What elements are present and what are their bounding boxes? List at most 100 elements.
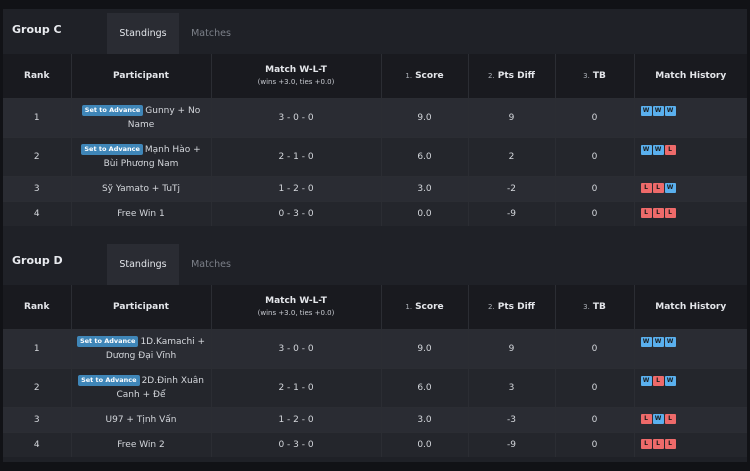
history-loss-chip[interactable]: L	[640, 182, 652, 193]
participant-name[interactable]: Mạnh Hào + Bùi Phương Nam	[103, 144, 201, 169]
participant-name[interactable]: 1D.Kamachi + Dương Đại Vĩnh	[105, 336, 206, 361]
history-win-chip[interactable]: W	[664, 105, 676, 116]
history-win-chip[interactable]: W	[640, 336, 652, 347]
history-loss-chip[interactable]: L	[652, 182, 664, 193]
score-cell: 9.0	[381, 328, 469, 368]
header-rank-label: Rank	[24, 301, 50, 312]
history-loss-chip[interactable]: L	[640, 207, 652, 218]
group-spacer	[3, 229, 747, 240]
history-loss-chip[interactable]: L	[664, 207, 676, 218]
participant-wrap: Sỹ Yamato + TuTj	[102, 182, 180, 196]
advance-badge: Set to Advance	[81, 143, 143, 155]
rank-cell: 1	[3, 328, 72, 368]
wlt-cell: 1 - 2 - 0	[211, 406, 382, 432]
header-participant-label: Participant	[113, 301, 169, 312]
pts-diff-cell: -3	[468, 406, 556, 432]
tab-matches[interactable]: Matches	[191, 259, 231, 270]
header-history-label: Match History	[655, 70, 727, 81]
history-win-chip[interactable]: W	[664, 375, 676, 386]
tb-cell: 0	[555, 175, 635, 201]
header-match-history[interactable]: Match History	[634, 285, 747, 329]
header-score[interactable]: 1. Score	[381, 285, 469, 329]
header-rank[interactable]: Rank	[3, 285, 72, 329]
header-tb[interactable]: 3. TB	[555, 285, 635, 329]
score-cell: 3.0	[381, 175, 469, 201]
wlt-cell: 1 - 2 - 0	[211, 175, 382, 201]
header-match-wlt[interactable]: Match W-L-T (wins +3.0, ties +0.0)	[211, 285, 382, 329]
rank-cell: 2	[3, 136, 72, 176]
score-cell: 9.0	[381, 97, 469, 137]
group-title: Group C	[12, 23, 62, 36]
score-cell: 3.0	[381, 406, 469, 432]
history-loss-chip[interactable]: L	[640, 413, 652, 424]
history-win-chip[interactable]: W	[652, 413, 664, 424]
history-win-chip[interactable]: W	[640, 144, 652, 155]
standings-table: Rank Participant Match W-L-T (wins +3.0, ti…	[3, 54, 747, 226]
history-loss-chip[interactable]: L	[652, 438, 664, 449]
group-header: Group C Standings Matches	[3, 9, 747, 54]
participant-name[interactable]: 2D.Đinh Xuân Canh + Để	[116, 375, 204, 400]
tab-standings[interactable]: Standings	[107, 13, 179, 54]
tab-matches[interactable]: Matches	[191, 28, 231, 39]
history-win-chip[interactable]: W	[664, 182, 676, 193]
tb-cell: 0	[555, 431, 635, 457]
header-history-label: Match History	[655, 301, 727, 312]
participant-cell: U97 + Tịnh Vấn	[71, 406, 212, 432]
history-win-chip[interactable]: W	[664, 336, 676, 347]
pts-diff-cell: 9	[468, 97, 556, 137]
header-pts-order: 2.	[488, 302, 495, 311]
header-pts-diff[interactable]: 2. Pts Diff	[468, 285, 556, 329]
table-row[interactable]: 2 Set to Advance 2D.Đinh Xuân Canh + Để 2 -…	[3, 367, 747, 407]
header-pts-diff[interactable]: 2. Pts Diff	[468, 54, 556, 98]
history-loss-chip[interactable]: L	[652, 207, 664, 218]
header-participant[interactable]: Participant	[71, 54, 212, 98]
header-tb[interactable]: 3. TB	[555, 54, 635, 98]
history-loss-chip[interactable]: L	[664, 413, 676, 424]
header-score-order: 1.	[405, 71, 413, 80]
participant-cell: Set to Advance 2D.Đinh Xuân Canh + Để	[71, 367, 212, 407]
header-tb-label: TB	[592, 301, 606, 312]
header-score[interactable]: 1. Score	[381, 54, 469, 98]
header-wlt-label: Match W-L-T	[265, 296, 327, 307]
header-participant[interactable]: Participant	[71, 285, 212, 329]
advance-badge: Set to Advance	[81, 104, 144, 116]
header-score-label: Score	[415, 70, 444, 81]
participant-name[interactable]: U97 + Tịnh Vấn	[105, 414, 177, 425]
header-rank[interactable]: Rank	[3, 54, 72, 98]
history-win-chip[interactable]: W	[652, 144, 664, 155]
history-loss-chip[interactable]: L	[652, 375, 664, 386]
table-row[interactable]: 3 Sỹ Yamato + TuTj 1 - 2 - 0 3.0 -2 0 L L W	[3, 175, 747, 201]
participant-name[interactable]: Free Win 1	[117, 208, 165, 219]
participant-name[interactable]: Sỹ Yamato + TuTj	[101, 183, 181, 194]
history-win-chip[interactable]: W	[640, 105, 652, 116]
participant-name[interactable]: Gunny + No Name	[127, 105, 201, 130]
history-loss-chip[interactable]: L	[664, 144, 676, 155]
history-win-chip[interactable]: W	[640, 375, 652, 386]
table-row[interactable]: 3 U97 + Tịnh Vấn 1 - 2 - 0 3.0 -3 0 L W L	[3, 406, 747, 432]
table-row[interactable]: 2 Set to Advance Mạnh Hào + Bùi Phương Nam…	[3, 136, 747, 176]
header-pts-label: Pts Diff	[497, 301, 535, 312]
tab-standings[interactable]: Standings	[107, 244, 179, 285]
history-win-chip[interactable]: W	[652, 105, 664, 116]
history-loss-chip[interactable]: L	[664, 438, 676, 449]
history-win-chip[interactable]: W	[652, 336, 664, 347]
rank-cell: 3	[3, 175, 72, 201]
header-match-history[interactable]: Match History	[634, 54, 747, 98]
header-match-wlt[interactable]: Match W-L-T (wins +3.0, ties +0.0)	[211, 54, 382, 98]
history-loss-chip[interactable]: L	[640, 438, 652, 449]
header-wlt-subtitle: (wins +3.0, ties +0.0)	[257, 78, 335, 87]
participant-name[interactable]: Free Win 2	[117, 439, 165, 450]
pts-diff-cell: 3	[468, 367, 556, 407]
tb-cell: 0	[555, 136, 635, 176]
participant-wrap: U97 + Tịnh Vấn	[106, 413, 177, 427]
participant-cell: Free Win 1	[71, 200, 212, 226]
table-row[interactable]: 1 Set to Advance 1D.Kamachi + Dương Đại Vĩ…	[3, 328, 747, 368]
wlt-cell: 0 - 3 - 0	[211, 200, 382, 226]
rank-cell: 1	[3, 97, 72, 137]
